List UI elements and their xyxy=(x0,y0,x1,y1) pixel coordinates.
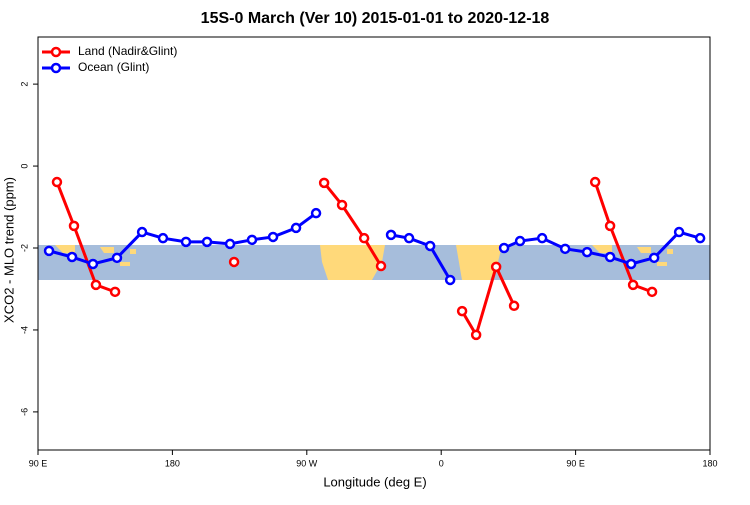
chart-title: 15S-0 March (Ver 10) 2015-01-01 to 2020-… xyxy=(201,10,550,27)
data-point xyxy=(508,300,520,312)
data-point xyxy=(604,251,616,263)
data-point xyxy=(180,236,192,248)
data-point xyxy=(456,305,468,317)
data-point xyxy=(694,232,706,244)
data-point xyxy=(604,220,616,232)
data-point xyxy=(358,232,370,244)
data-point xyxy=(490,261,502,273)
data-point xyxy=(673,226,685,238)
data-point xyxy=(625,258,637,270)
data-point xyxy=(66,251,78,263)
data-point xyxy=(318,177,330,189)
y-tick-label: -4 xyxy=(19,326,29,334)
data-point xyxy=(403,232,415,244)
legend-label: Ocean (Glint) xyxy=(78,60,149,74)
x-tick-label: 90 W xyxy=(296,458,318,468)
data-point xyxy=(246,234,258,246)
y-axis-label: XCO2 - MLO trend (ppm) xyxy=(1,177,16,323)
data-point xyxy=(498,242,510,254)
data-point xyxy=(310,207,322,219)
data-point xyxy=(90,279,102,291)
data-point xyxy=(201,236,213,248)
data-point xyxy=(224,238,236,250)
legend-marker xyxy=(50,62,62,74)
legend-marker xyxy=(50,46,62,58)
x-axis-label: Longitude (deg E) xyxy=(323,474,426,489)
series-line xyxy=(55,181,653,339)
data-point xyxy=(68,220,80,232)
data-point xyxy=(536,232,548,244)
plot-frame xyxy=(37,36,711,451)
data-point xyxy=(290,222,302,234)
data-point xyxy=(375,260,387,272)
data-point xyxy=(228,256,240,268)
map-strip xyxy=(38,245,710,280)
data-point xyxy=(559,243,571,255)
data-point xyxy=(385,229,397,241)
y-tick-label: -2 xyxy=(19,244,29,252)
x-tick-label: 180 xyxy=(702,458,717,468)
data-point xyxy=(589,176,601,188)
x-tick-label: 180 xyxy=(165,458,180,468)
data-point xyxy=(514,235,526,247)
data-point xyxy=(424,240,436,252)
data-point xyxy=(336,199,348,211)
data-point xyxy=(648,252,660,264)
data-point xyxy=(157,232,169,244)
data-point xyxy=(444,274,456,286)
y-tick-label: 2 xyxy=(19,82,29,87)
data-point xyxy=(43,245,55,257)
y-tick-label: 0 xyxy=(19,164,29,169)
x-tick-label: 90 E xyxy=(29,458,48,468)
data-point xyxy=(136,226,148,238)
data-point xyxy=(87,258,99,270)
data-point xyxy=(267,231,279,243)
x-tick-label: 0 xyxy=(439,458,444,468)
data-point xyxy=(646,286,658,298)
data-point xyxy=(51,176,63,188)
data-point xyxy=(109,286,121,298)
data-point xyxy=(627,279,639,291)
data-point xyxy=(581,246,593,258)
x-tick-label: 90 E xyxy=(566,458,585,468)
legend-label: Land (Nadir&Glint) xyxy=(78,44,177,58)
data-point xyxy=(470,329,482,341)
data-point xyxy=(111,252,123,264)
y-tick-label: -6 xyxy=(19,408,29,416)
